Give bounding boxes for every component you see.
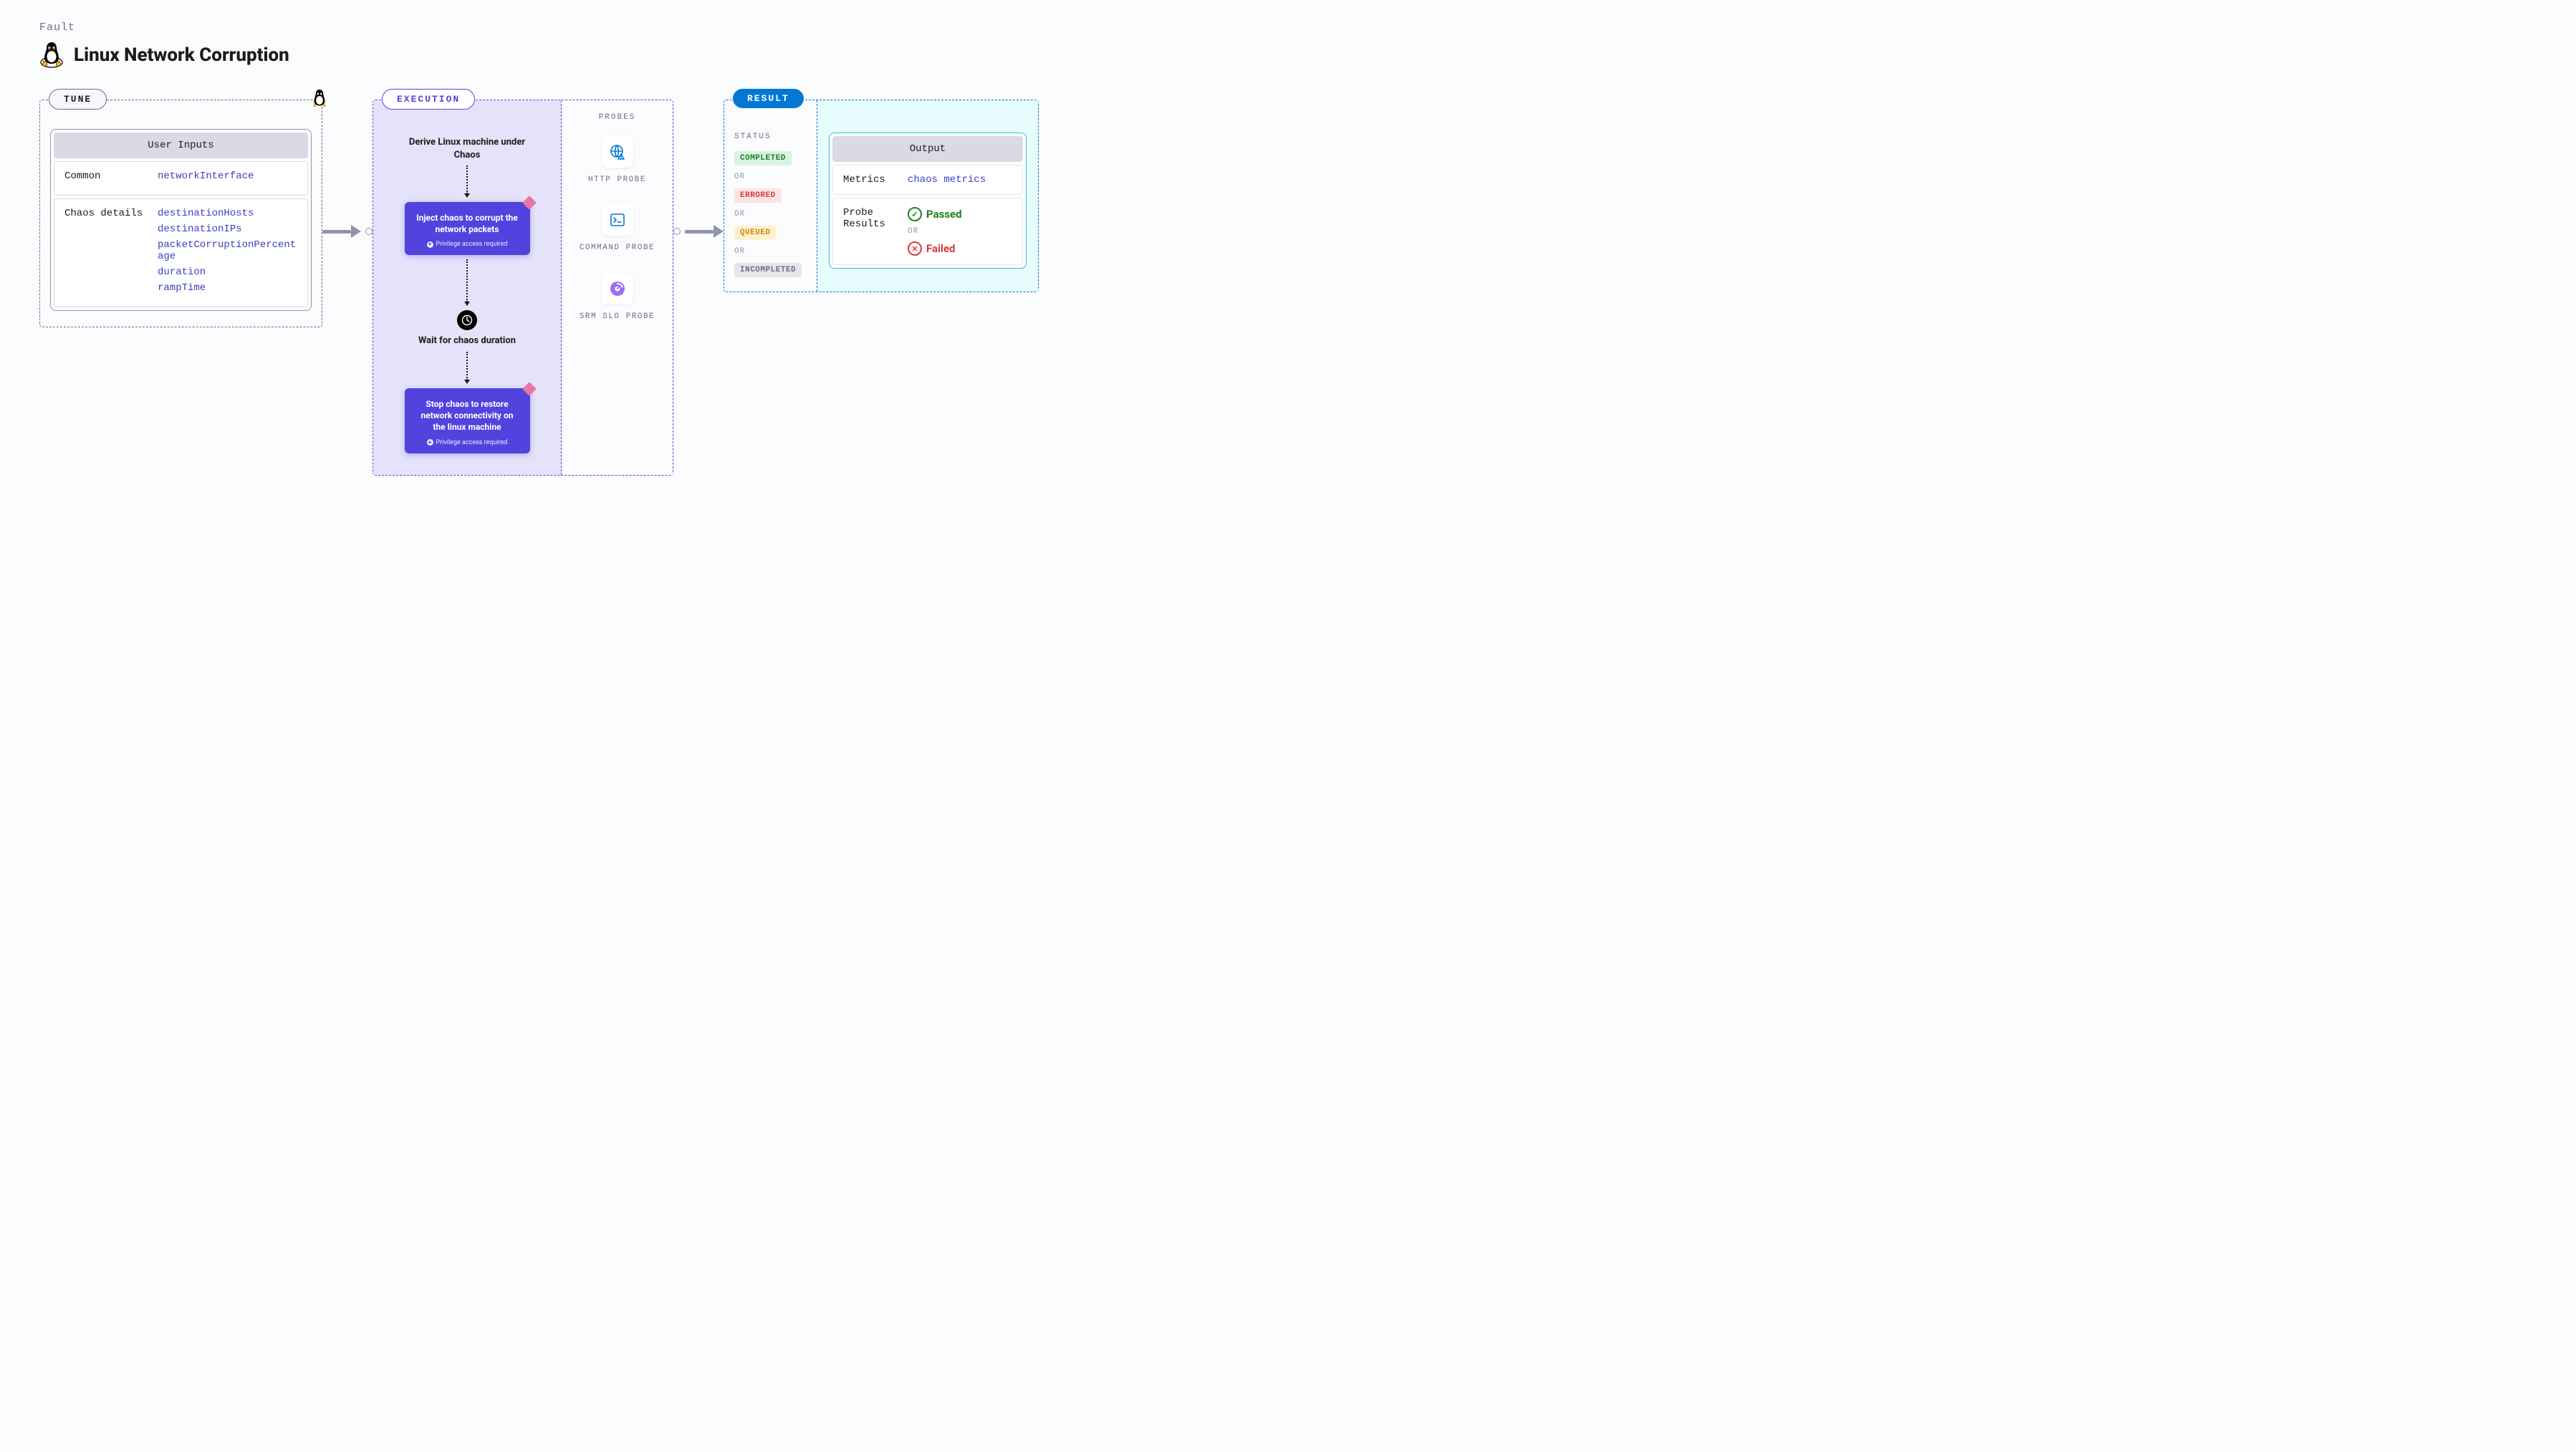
probes-title: PROBES (569, 113, 665, 122)
output-metrics-row: Metrics chaos metrics (832, 165, 1023, 195)
execution-badge: EXECUTION (382, 89, 475, 110)
output-column: Output Metrics chaos metrics Probe Resul… (817, 100, 1038, 292)
gauge-icon (602, 273, 633, 304)
param[interactable]: destinationIPs (158, 223, 297, 235)
status-errored: ERRORED (734, 188, 782, 203)
chaos-corner-icon (522, 196, 537, 210)
status-incompleted: INCOMPLETED (734, 263, 802, 277)
tune-panel: TUNE User Inputs Common networkInterface… (39, 100, 322, 327)
probe-result-passed: ✓ Passed (908, 207, 962, 221)
privilege-note: ✦Privilege access required (415, 241, 520, 248)
param[interactable]: packetCorruptionPercentage (158, 239, 297, 262)
result-panel: RESULT STATUS COMPLETED OR ERRORED OR QU… (724, 100, 1039, 292)
fault-header: Linux Network Corruption (39, 39, 2537, 71)
tune-badge: TUNE (49, 89, 107, 110)
connector (464, 165, 470, 198)
exec-step-inject: Inject chaos to corrupt the network pack… (405, 202, 530, 255)
chaos-corner-icon (522, 382, 537, 396)
status-title: STATUS (734, 133, 807, 141)
chaos-metrics-link[interactable]: chaos metrics (908, 174, 986, 186)
probe-http[interactable]: HTTP PROBE (569, 136, 665, 186)
terminal-icon (602, 204, 633, 236)
inputs-common-section: Common networkInterface (54, 161, 308, 196)
result-badge: RESULT (733, 89, 804, 108)
fault-title: Linux Network Corruption (74, 44, 289, 66)
globe-icon (602, 136, 633, 168)
status-column: STATUS COMPLETED OR ERRORED OR QUEUED OR… (724, 100, 817, 292)
privilege-note: ✦Privilege access required (415, 439, 520, 446)
status-completed: COMPLETED (734, 151, 792, 165)
inputs-chaos-section: Chaos details destinationHosts destinati… (54, 198, 308, 307)
probes-column: PROBES HTTP PROBE COMMAND PROBE SRM SLO … (562, 100, 673, 475)
clock-icon (457, 310, 477, 330)
param[interactable]: networkInterface (158, 170, 297, 182)
flow-diagram: TUNE User Inputs Common networkInterface… (39, 100, 2537, 476)
arrow-exec-to-result (673, 225, 724, 238)
linux-icon (39, 39, 64, 71)
output-probe-results-row: Probe Results ✓ Passed OR ✕ Failed (832, 198, 1023, 265)
param[interactable]: rampTime (158, 282, 297, 294)
exec-step-derive: Derive Linux machine under Chaos (403, 136, 532, 161)
user-inputs-box: User Inputs Common networkInterface Chao… (50, 129, 312, 311)
check-icon: ✓ (908, 207, 922, 221)
probe-result-failed: ✕ Failed (908, 241, 962, 256)
connector (464, 352, 470, 384)
output-title: Output (832, 136, 1023, 162)
inputs-common-label: Common (64, 170, 150, 186)
connector (464, 259, 470, 306)
execution-steps: Derive Linux machine under Chaos Inject … (373, 100, 562, 475)
exec-step-wait: Wait for chaos duration (418, 335, 516, 347)
exec-step-stop: Stop chaos to restore network connectivi… (405, 388, 530, 453)
linux-icon-small (310, 87, 329, 112)
arrow-tune-to-exec (322, 225, 373, 238)
probe-srm-slo[interactable]: SRM SLO PROBE (569, 273, 665, 322)
param[interactable]: duration (158, 266, 297, 278)
status-queued: QUEUED (734, 226, 777, 240)
user-inputs-title: User Inputs (54, 133, 308, 158)
fault-eyebrow: Fault (39, 21, 2537, 34)
output-box: Output Metrics chaos metrics Probe Resul… (829, 133, 1027, 269)
probe-command[interactable]: COMMAND PROBE (569, 204, 665, 254)
execution-panel: EXECUTION Derive Linux machine under Cha… (373, 100, 673, 476)
inputs-chaos-label: Chaos details (64, 208, 150, 298)
param[interactable]: destinationHosts (158, 208, 297, 219)
x-icon: ✕ (908, 241, 922, 256)
